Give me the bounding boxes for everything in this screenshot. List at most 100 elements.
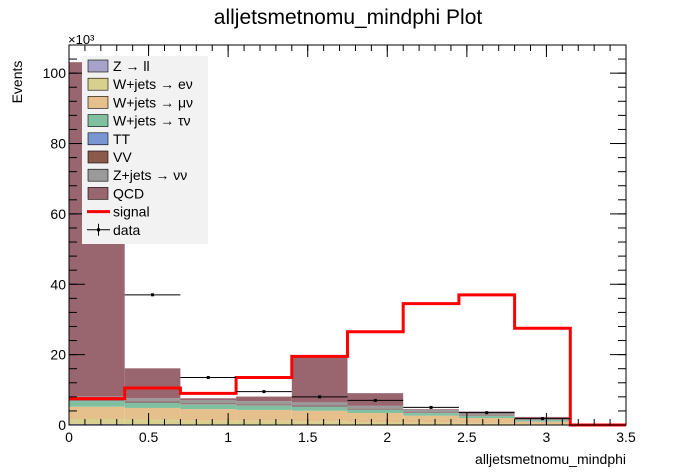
y-tick-label-5: 100: [43, 65, 67, 81]
svg-text:Z → ll: Z → ll: [113, 58, 150, 74]
bar-s3-b6: [403, 413, 459, 416]
chart-title: alljetsmetnomu_mindphi Plot: [214, 6, 483, 29]
y-multiplier: ×10³: [68, 32, 95, 47]
x-tick-label-2: 1: [224, 429, 232, 445]
bar-s2-b1: [124, 407, 181, 420]
bar-s1-b3: [236, 420, 292, 425]
svg-text:signal: signal: [113, 204, 150, 220]
bar-s3-b2: [180, 404, 237, 410]
svg-text:data: data: [113, 222, 140, 238]
bar-s7-b3: [236, 396, 292, 402]
bar-s5-b6: [403, 412, 459, 414]
bar-s5-b3: [236, 404, 292, 406]
legend-entry-2: W+jets → μν: [87, 94, 193, 110]
bar-s3-b7: [458, 416, 515, 419]
bar-s3-b0: [69, 401, 125, 407]
y-tick-label-2: 40: [50, 276, 66, 292]
bar-s1-b4: [291, 421, 348, 425]
bar-s6-b7: [458, 413, 515, 416]
x-tick-label-1: 0.5: [139, 429, 159, 445]
bar-s7-b4: [291, 355, 348, 403]
legend-entry-8: signal: [87, 204, 150, 220]
bar-s0-b0: [69, 423, 125, 425]
x-tick-label-0: 0: [65, 429, 73, 445]
data-point-1: [124, 293, 181, 297]
bar-s2-b0: [69, 406, 125, 420]
bar-s3-b1: [124, 403, 181, 408]
svg-text:W+jets → μν: W+jets → μν: [113, 94, 193, 110]
svg-text:Z+jets → νν: Z+jets → νν: [113, 167, 187, 183]
bar-s6-b2: [180, 400, 237, 404]
legend: Z → ll W+jets → eν W+jets → μν W+jets → τν T…: [82, 56, 208, 244]
bar-s1-b6: [403, 422, 459, 425]
y-axis-label: Events: [9, 61, 25, 104]
legend-entry-7: QCD: [87, 185, 144, 201]
bar-s5-b7: [458, 415, 515, 416]
bar-s2-b4: [291, 410, 348, 422]
bar-s1-b2: [180, 420, 237, 425]
y-tick-label-4: 80: [50, 136, 66, 152]
signal-histogram: [69, 293, 626, 427]
bar-s2-b3: [236, 409, 292, 421]
legend-entry-1: W+jets → eν: [87, 76, 193, 92]
bar-s1-b5: [347, 422, 404, 425]
plot-frame: [68, 44, 627, 426]
bar-s3-b3: [236, 405, 292, 410]
legend-entry-3: W+jets → τν: [87, 113, 191, 129]
data-point-6: [403, 405, 459, 409]
bar-s6-b3: [236, 401, 292, 405]
bar-s3-b5: [347, 409, 404, 413]
y-tick-label-3: 60: [50, 206, 66, 222]
bar-s7-b6: [403, 409, 459, 410]
bar-s6-b5: [347, 405, 404, 409]
svg-text:W+jets → eν: W+jets → eν: [113, 76, 193, 92]
bar-s5-b5: [347, 408, 404, 410]
data-point-4: [291, 395, 348, 399]
svg-text:W+jets → τν: W+jets → τν: [113, 113, 191, 129]
x-axis-label: alljetsmetnomu_mindphi: [475, 451, 626, 467]
data-point-7: [458, 411, 515, 415]
bar-s1-b0: [69, 419, 125, 424]
bar-s1-b8: [514, 424, 571, 425]
data-point-8: [514, 417, 571, 421]
x-tick-label-6: 3: [543, 429, 551, 445]
bar-s2-b2: [180, 409, 237, 421]
legend-entry-9: data: [87, 222, 140, 238]
bar-s2-b5: [347, 412, 404, 423]
x-tick-label-3: 1.5: [298, 429, 318, 445]
legend-entry-4: TT: [87, 131, 131, 147]
bar-s6-b4: [291, 402, 348, 406]
x-tick-label-5: 2.5: [457, 429, 477, 445]
signal-line: [69, 293, 626, 427]
bar-s1-b7: [458, 423, 515, 425]
x-tick-label-7: 3.5: [616, 429, 636, 445]
bar-s7-b1: [124, 368, 181, 399]
bar-s5-b2: [180, 403, 237, 405]
bar-s5-b1: [124, 401, 181, 403]
svg-text:VV: VV: [113, 149, 132, 165]
bar-s6-b6: [403, 409, 459, 413]
svg-text:QCD: QCD: [113, 185, 144, 201]
bar-s1-b1: [124, 419, 181, 425]
bar-s2-b7: [458, 418, 515, 424]
data-point-3: [236, 390, 292, 394]
svg-text:TT: TT: [113, 131, 131, 147]
y-tick-label-1: 20: [50, 347, 66, 363]
bar-s6-b1: [124, 398, 181, 402]
legend-entry-5: VV: [87, 149, 132, 165]
legend-entry-6: Z+jets → νν: [87, 167, 187, 183]
bar-s3-b4: [291, 406, 348, 411]
data-points: [124, 293, 571, 421]
bar-s2-b8: [514, 421, 571, 425]
bar-s3-b8: [514, 420, 571, 422]
axes: 0 0.5 1 1.5 2 2.5 3 3.5 0 20 40 60 80 100: [43, 44, 636, 445]
bar-s7-b2: [180, 398, 237, 401]
data-point-5: [347, 398, 404, 402]
y-tick-label-0: 0: [58, 417, 66, 433]
data-point-2: [180, 376, 237, 379]
legend-entry-0: Z → ll: [87, 58, 150, 74]
bar-s2-b6: [403, 415, 459, 423]
bar-s5-b4: [291, 405, 348, 407]
x-tick-label-4: 2: [383, 429, 391, 445]
